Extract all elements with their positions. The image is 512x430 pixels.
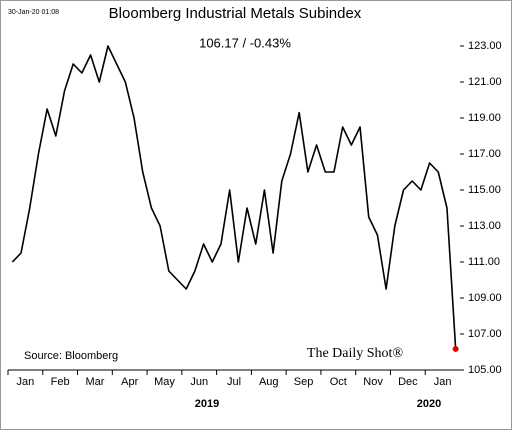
y-tick-label: 117.00	[468, 148, 501, 160]
source: Source: Bloomberg	[24, 350, 118, 362]
x-tick-label: Feb	[51, 376, 70, 388]
x-tick-label: Jan	[434, 376, 452, 388]
y-tick-label: 107.00	[468, 328, 502, 340]
x-tick-label: Sep	[294, 376, 314, 388]
y-tick-label: 119.00	[468, 112, 501, 124]
y-tick-label: 121.00	[468, 76, 502, 88]
year-label: 2019	[195, 398, 219, 410]
brand: The Daily Shot®	[307, 346, 404, 361]
x-tick-label: Dec	[398, 376, 418, 388]
x-tick-label: Jan	[17, 376, 35, 388]
x-tick-label: Apr	[121, 376, 138, 388]
y-tick-label: 109.00	[468, 292, 502, 304]
line	[11, 45, 457, 349]
y-tick-label: 123.00	[468, 40, 502, 52]
chart-title: Bloomberg Industrial Metals Subindex	[109, 5, 362, 22]
year-label: 2020	[417, 398, 441, 410]
x-tick-label: Jul	[227, 376, 241, 388]
x-tick-label: Nov	[363, 376, 383, 388]
timestamp: 30-Jan-20 01:08	[8, 9, 59, 16]
x-tick-label: May	[154, 376, 175, 388]
y-tick-label: 113.00	[468, 220, 501, 232]
x-tick-label: Oct	[330, 376, 347, 388]
x-tick-label: Aug	[259, 376, 279, 388]
y-tick-label: 111.00	[468, 256, 500, 268]
last-point	[452, 345, 459, 352]
x-tick-label: Jun	[190, 376, 208, 388]
headline: 106.17 / -0.43%	[199, 35, 291, 50]
y-tick-label: 105.00	[468, 364, 502, 376]
x-tick-label: Mar	[85, 376, 104, 388]
y-tick-label: 115.00	[468, 184, 501, 196]
